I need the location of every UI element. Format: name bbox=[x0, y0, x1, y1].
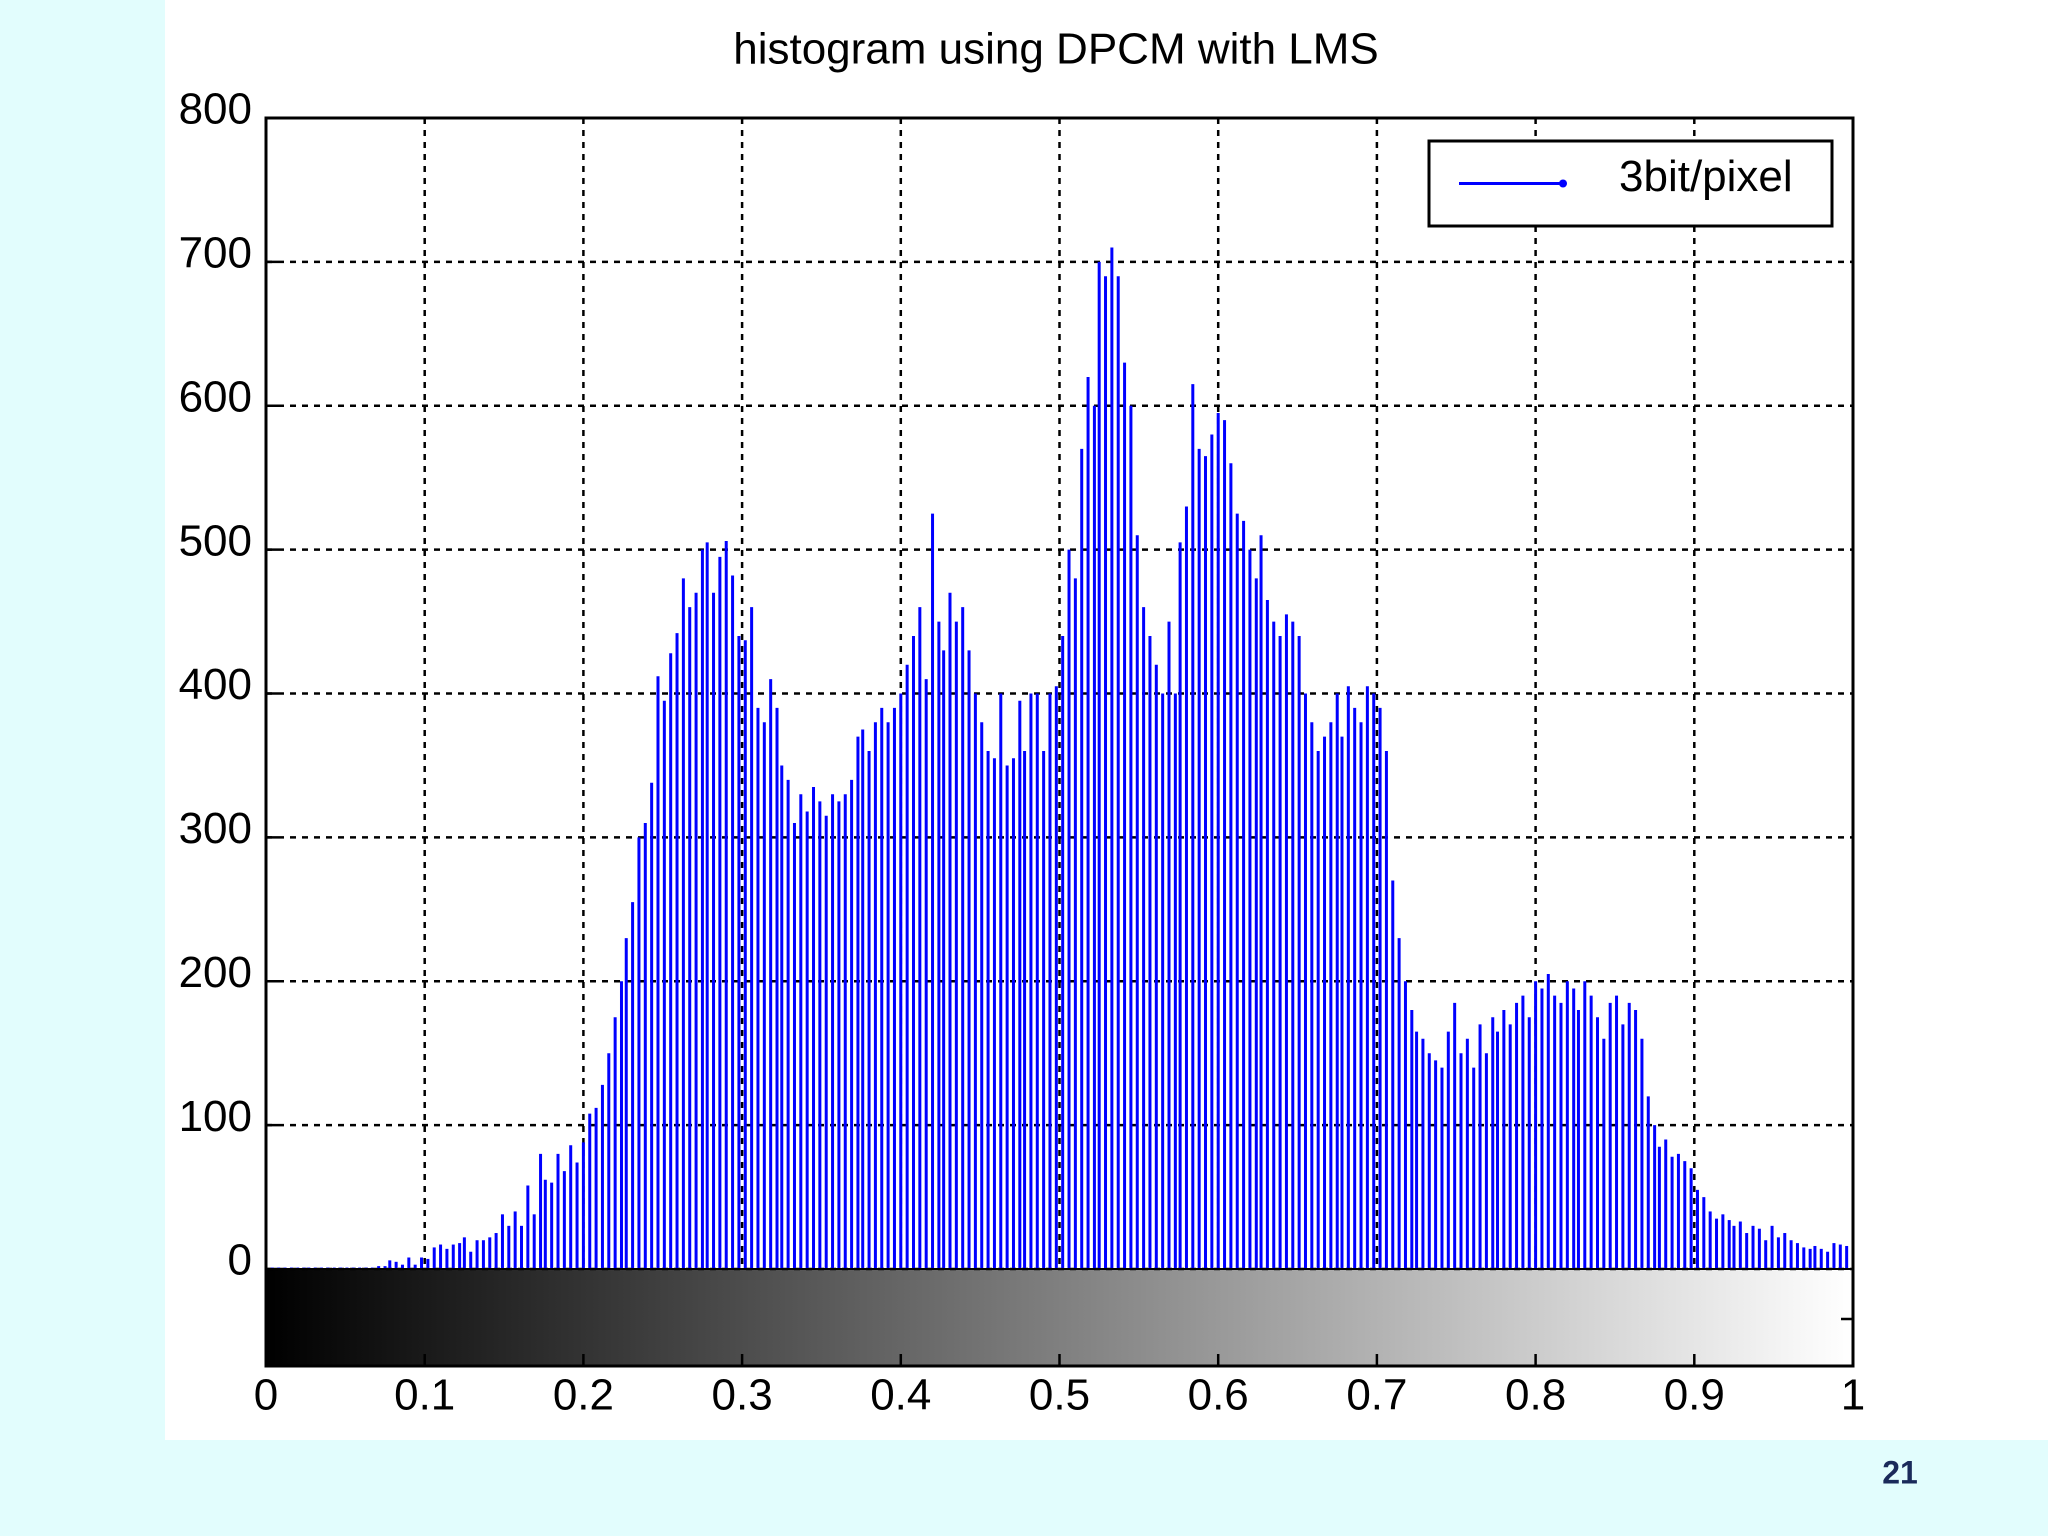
page-number: 21 bbox=[1882, 1454, 1918, 1490]
y-tick-label: 500 bbox=[179, 516, 252, 565]
y-tick-label: 0 bbox=[228, 1236, 252, 1285]
axes-frame bbox=[264, 116, 1855, 1368]
chart-title: histogram using DPCM with LMS bbox=[733, 25, 1379, 74]
x-tick-label: 0.1 bbox=[394, 1371, 455, 1420]
y-tick-label: 800 bbox=[179, 85, 252, 134]
y-tick-label: 300 bbox=[179, 804, 252, 853]
x-tick-label: 0.7 bbox=[1346, 1371, 1407, 1420]
x-tick-label: 0.2 bbox=[553, 1371, 614, 1420]
y-tick-label: 700 bbox=[179, 229, 252, 278]
x-tick-label: 0.8 bbox=[1505, 1371, 1566, 1420]
x-tick-label: 0 bbox=[254, 1371, 278, 1420]
x-tick-label: 0.9 bbox=[1664, 1371, 1725, 1420]
y-tick-label: 200 bbox=[179, 948, 252, 997]
legend-marker bbox=[1559, 179, 1567, 188]
x-tick-label: 0.3 bbox=[712, 1371, 773, 1420]
y-tick-label: 600 bbox=[179, 372, 252, 421]
x-tick-label: 0.4 bbox=[870, 1371, 931, 1420]
legend-label: 3bit/pixel bbox=[1619, 152, 1793, 201]
x-tick-label: 0.6 bbox=[1188, 1371, 1249, 1420]
x-tick-label: 0.5 bbox=[1029, 1371, 1090, 1420]
y-tick-label: 400 bbox=[179, 660, 252, 709]
colorbar bbox=[266, 1269, 1853, 1366]
y-tick-label: 100 bbox=[179, 1092, 252, 1141]
x-tick-label: 1 bbox=[1841, 1371, 1865, 1420]
